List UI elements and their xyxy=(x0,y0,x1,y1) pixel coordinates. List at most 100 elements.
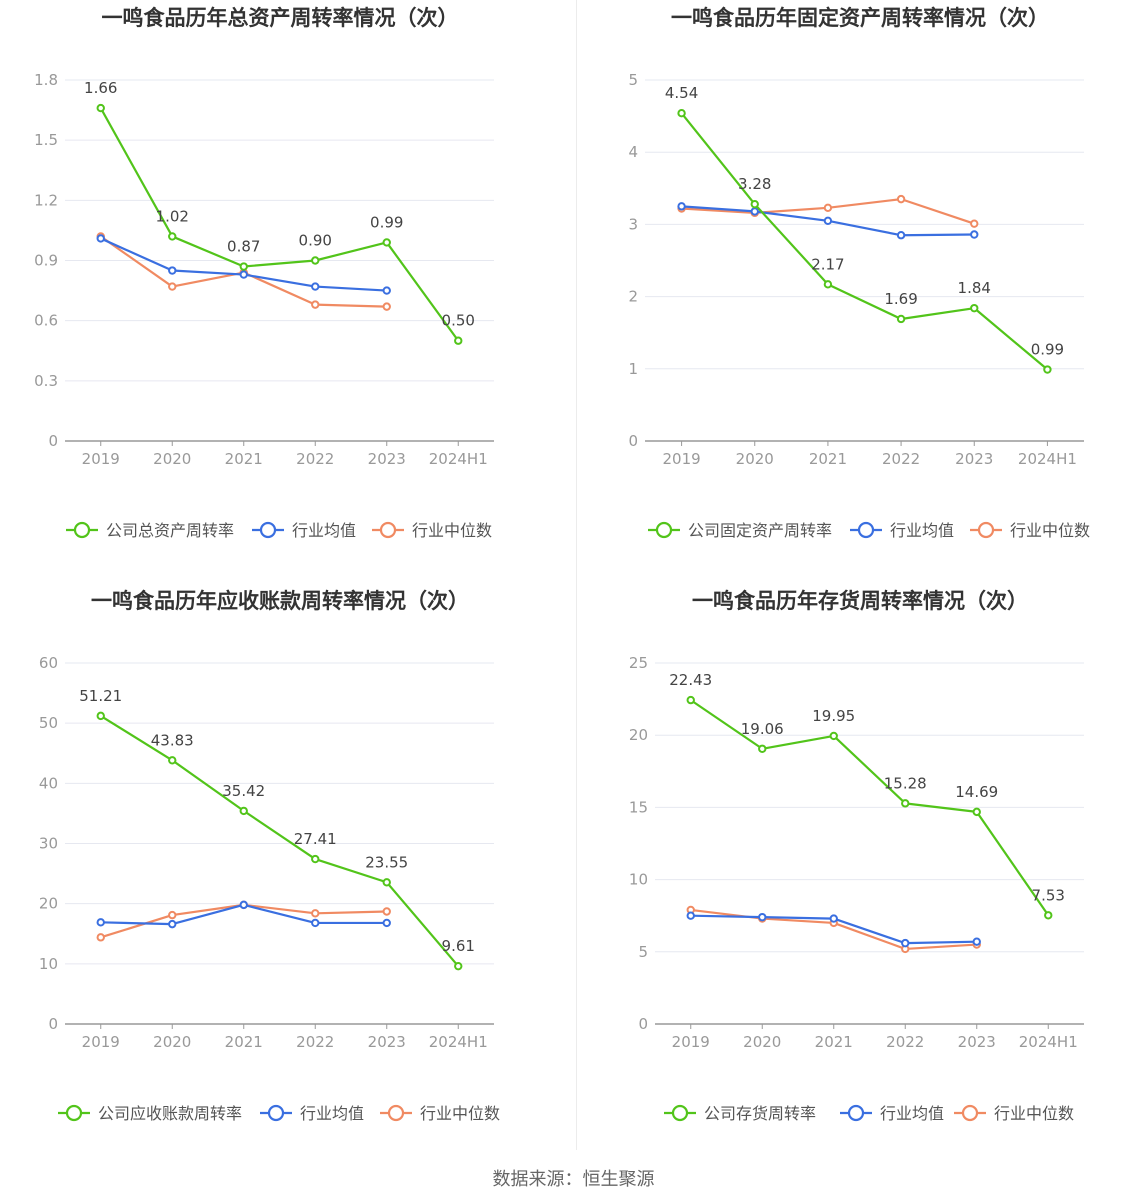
legend-label: 公司总资产周转率 xyxy=(106,521,234,540)
company-series-line xyxy=(100,714,460,967)
data-point xyxy=(758,912,767,922)
x-tick-label: 2023 xyxy=(958,1033,996,1051)
data-point xyxy=(239,262,248,271)
data-point xyxy=(677,109,686,118)
data-point xyxy=(829,914,838,923)
legend-item: 行业均值 xyxy=(850,521,954,540)
y-tick-label: 10 xyxy=(39,955,58,973)
data-label: 14.69 xyxy=(955,783,998,801)
data-point xyxy=(311,300,320,309)
x-tick-label: 2019 xyxy=(82,450,120,468)
legend-marker xyxy=(267,1104,285,1122)
y-tick-label: 50 xyxy=(39,714,58,732)
legend-label: 公司固定资产周转率 xyxy=(688,521,832,540)
data-point xyxy=(168,266,177,275)
chart-svg: 0 10 20 30 40 50 60 2019 2020 2021 2022 2023 2024H1 5… xyxy=(39,654,500,1123)
data-label: 1.02 xyxy=(156,207,189,225)
data-point xyxy=(686,911,695,920)
x-tick-label: 2020 xyxy=(153,450,191,468)
legend-label: 行业均值 xyxy=(890,521,954,540)
data-label: 0.99 xyxy=(1031,341,1064,359)
legend-item: 行业中位数 xyxy=(380,1104,500,1123)
data-label: 27.41 xyxy=(294,830,337,848)
data-point xyxy=(896,314,906,324)
x-tick-label: 2019 xyxy=(662,450,700,468)
legend-label: 行业中位数 xyxy=(412,521,492,540)
data-point xyxy=(1043,365,1052,374)
x-tick-label: 2020 xyxy=(743,1033,781,1051)
legend-item: 公司存货周转率 xyxy=(664,1104,816,1123)
x-tick-label: 2024H1 xyxy=(429,450,488,468)
data-label: 15.28 xyxy=(884,774,927,792)
chart-panel-receivables-turnover: 一鸣食品历年应收账款周转率情况（次） 0 10 20 30 40 50 60 2019 2020… xyxy=(0,583,560,1153)
data-label: 1.84 xyxy=(958,279,991,297)
legend-marker xyxy=(387,1104,405,1122)
x-tick-label: 2023 xyxy=(368,1033,406,1051)
data-point xyxy=(96,103,105,113)
data-point xyxy=(96,918,105,927)
chart-title: 一鸣食品历年固定资产周转率情况（次） xyxy=(671,6,1049,30)
data-point xyxy=(829,731,838,741)
data-point xyxy=(96,234,105,243)
chart-panel-fixed-asset-turnover: 一鸣食品历年固定资产周转率情况（次） 0 1 2 3 4 5 2019 2020 2021 202… xyxy=(580,0,1140,570)
y-tick-label: 0 xyxy=(638,1015,648,1033)
y-tick-label: 40 xyxy=(39,774,58,792)
legend-label: 行业均值 xyxy=(292,521,356,540)
company-series-line xyxy=(99,107,460,342)
x-tick-label: 2019 xyxy=(672,1033,710,1051)
legend-marker xyxy=(259,521,277,539)
data-label: 43.83 xyxy=(151,731,194,749)
legend-item: 行业中位数 xyxy=(970,521,1090,540)
y-tick-label: 25 xyxy=(629,654,648,672)
data-label: 1.66 xyxy=(84,79,117,97)
legend-marker xyxy=(379,521,397,539)
legend-marker xyxy=(961,1104,979,1122)
data-point xyxy=(382,878,391,887)
data-point xyxy=(382,286,391,295)
legend-label: 行业中位数 xyxy=(1010,521,1090,540)
company-series-line xyxy=(690,699,1050,916)
data-label: 51.21 xyxy=(79,687,122,705)
x-tick-label: 2019 xyxy=(82,1033,120,1051)
data-label: 1.69 xyxy=(884,290,917,308)
x-tick-label: 2024H1 xyxy=(429,1033,488,1051)
y-tick-label: 4 xyxy=(628,143,638,161)
data-point xyxy=(311,909,320,918)
x-tick-label: 2022 xyxy=(886,1033,924,1051)
y-tick-label: 15 xyxy=(629,798,648,816)
data-point xyxy=(823,216,833,225)
data-point xyxy=(382,302,391,311)
chart-svg: 0 0.3 0.6 0.9 1.2 1.5 1.8 2019 2020 2021 2022 2023 2… xyxy=(34,71,494,540)
x-tick-label: 2022 xyxy=(882,450,920,468)
data-point xyxy=(239,806,248,816)
y-tick-label: 30 xyxy=(39,835,58,853)
x-tick-label: 2021 xyxy=(809,450,847,468)
chart-title: 一鸣食品历年总资产周转率情况（次） xyxy=(101,6,459,30)
y-tick-label: 1 xyxy=(628,360,638,378)
data-label: 23.55 xyxy=(365,853,408,871)
y-tick-label: 10 xyxy=(629,871,648,889)
y-tick-label: 1.8 xyxy=(34,71,58,89)
x-tick-label: 2024H1 xyxy=(1018,450,1077,468)
legend-marker xyxy=(65,1104,83,1122)
y-tick-label: 2 xyxy=(628,288,638,306)
data-label: 19.95 xyxy=(812,707,855,725)
data-point xyxy=(311,918,320,928)
legend-item: 行业均值 xyxy=(260,1104,364,1123)
data-point xyxy=(96,711,105,721)
data-point xyxy=(750,207,759,216)
chart-svg: 0 1 2 3 4 5 2019 2020 2021 2022 2023 2024H1 4.54 3.28… xyxy=(628,71,1090,540)
legend-label: 行业中位数 xyxy=(994,1104,1074,1123)
data-point xyxy=(311,256,320,265)
data-point xyxy=(823,203,833,212)
data-point xyxy=(239,900,248,910)
x-tick-label: 2023 xyxy=(368,450,406,468)
data-point xyxy=(168,232,177,241)
y-tick-label: 3 xyxy=(628,215,638,233)
legend-label: 行业均值 xyxy=(300,1104,364,1123)
legend-item: 行业均值 xyxy=(840,1104,944,1123)
data-label: 0.87 xyxy=(227,238,260,256)
data-point xyxy=(972,937,981,946)
y-tick-label: 1.5 xyxy=(34,131,58,149)
data-label: 0.90 xyxy=(299,232,332,250)
